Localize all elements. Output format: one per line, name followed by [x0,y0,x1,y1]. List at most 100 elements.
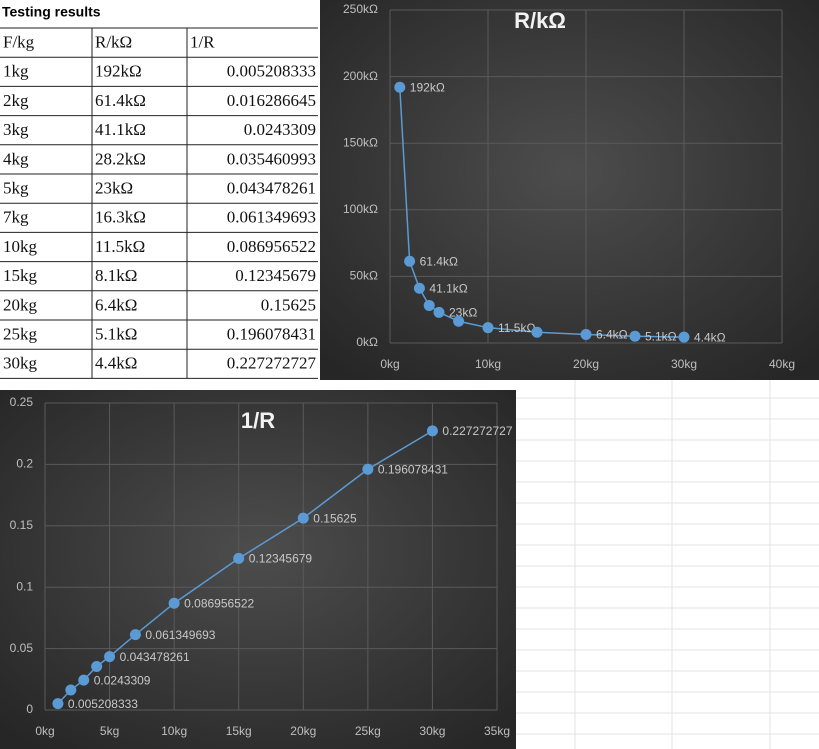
table-cell: 8.1kΩ [95,266,137,285]
data-label: 23kΩ [449,306,477,320]
y-tick-label: 0kΩ [356,335,378,349]
table-cell: 11.5kΩ [95,237,145,256]
x-tick-label: 25kg [355,724,381,738]
y-tick-label: 200kΩ [343,69,378,83]
table-cell: 61.4kΩ [95,91,146,110]
table-cell: 30kg [3,354,38,373]
data-label: 0.061349693 [145,628,215,642]
data-label: 5.1kΩ [645,329,677,343]
table-cell: 0.0243309 [244,120,316,139]
table-cell: 25kg [3,325,38,344]
data-label: 0.12345679 [249,552,313,566]
data-point [482,322,494,334]
data-point [433,306,445,318]
x-tick-label: 35kg [484,724,510,738]
table-cell: 3kg [3,120,29,139]
y-tick-label: 50kΩ [350,269,378,283]
chart-panel [320,0,819,380]
data-point [394,81,406,93]
data-point [233,552,245,564]
data-label: 0.005208333 [68,697,138,711]
sheet-grid [516,380,819,749]
table-cell: 1kg [3,62,29,81]
data-label: 0.227272727 [442,424,512,438]
table-cell: 0.086956522 [227,237,316,256]
table-cell: 28.2kΩ [95,149,146,168]
data-point [531,326,543,338]
data-label: 11.5kΩ [498,321,535,335]
data-point [129,629,141,641]
x-tick-label: 5kg [100,724,119,738]
data-point [78,674,90,686]
table-cell: 16.3kΩ [95,208,146,227]
chart-title: 1/R [241,408,275,433]
x-tick-label: 10kg [475,357,501,371]
y-tick-label: 0.2 [16,457,33,471]
data-point [629,330,641,342]
table-cell: R/kΩ [95,33,132,52]
data-label: 4.4kΩ [694,330,726,344]
x-tick-label: 30kg [419,724,445,738]
x-tick-label: 15kg [226,724,252,738]
table-cell: 23kΩ [95,179,133,198]
data-point [91,660,103,672]
x-tick-label: 20kg [290,724,316,738]
table-cell: 1/R [190,33,215,52]
page-title: Testing results [2,4,101,20]
data-label: 192kΩ [410,80,445,94]
data-point [65,684,77,696]
y-tick-label: 0.1 [16,579,33,593]
data-label: 0.0243309 [94,673,151,687]
chart-title: R/kΩ [514,8,566,33]
chart-panel [0,390,516,749]
data-point [423,299,435,311]
data-point [362,463,374,475]
x-tick-label: 20kg [573,357,599,371]
table-cell: 15kg [3,266,38,285]
table-cell: 5kg [3,179,29,198]
y-tick-label: 150kΩ [343,135,378,149]
data-point [580,328,592,340]
table-cell: F/kg [3,33,35,52]
table-cell: 6.4kΩ [95,295,137,314]
table-cell: 0.016286645 [227,91,316,110]
data-label: 0.196078431 [378,462,448,476]
x-tick-label: 10kg [161,724,187,738]
table-cell: 0.227272727 [227,354,317,373]
data-label: 41.1kΩ [429,281,467,295]
y-tick-label: 0.25 [10,395,34,409]
y-tick-label: 250kΩ [343,2,378,16]
data-point [426,425,438,437]
table-cell: 0.043478261 [227,179,316,198]
data-point [453,315,465,327]
y-tick-label: 0.05 [10,641,34,655]
y-tick-label: 100kΩ [343,202,378,216]
data-point [678,331,690,343]
data-label: 6.4kΩ [596,328,628,342]
table-cell: 7kg [3,208,29,227]
data-point [297,512,309,524]
x-tick-label: 40kg [769,357,795,371]
table-cell: 192kΩ [95,62,142,81]
data-point [404,255,416,267]
table-cell: 41.1kΩ [95,120,146,139]
table-cell: 0.061349693 [227,208,316,227]
table-cell: 10kg [3,237,38,256]
y-tick-label: 0 [26,702,33,716]
data-point [168,597,180,609]
table-cell: 4.4kΩ [95,354,137,373]
x-tick-label: 0kg [35,724,54,738]
data-point [104,651,116,663]
table: F/kg R/kΩ 1/R 1kg 192kΩ 0.005208333 2kg 61.4kΩ 0… [0,27,318,379]
table-cell: 0.196078431 [227,325,316,344]
data-label: 61.4kΩ [420,254,458,268]
data-label: 0.043478261 [120,650,190,664]
table-cell: 2kg [3,91,29,110]
table-cell: 0.15625 [261,295,316,314]
x-tick-label: 30kg [671,357,697,371]
data-point [413,282,425,294]
y-tick-label: 0.15 [10,518,34,532]
x-tick-label: 0kg [380,357,399,371]
